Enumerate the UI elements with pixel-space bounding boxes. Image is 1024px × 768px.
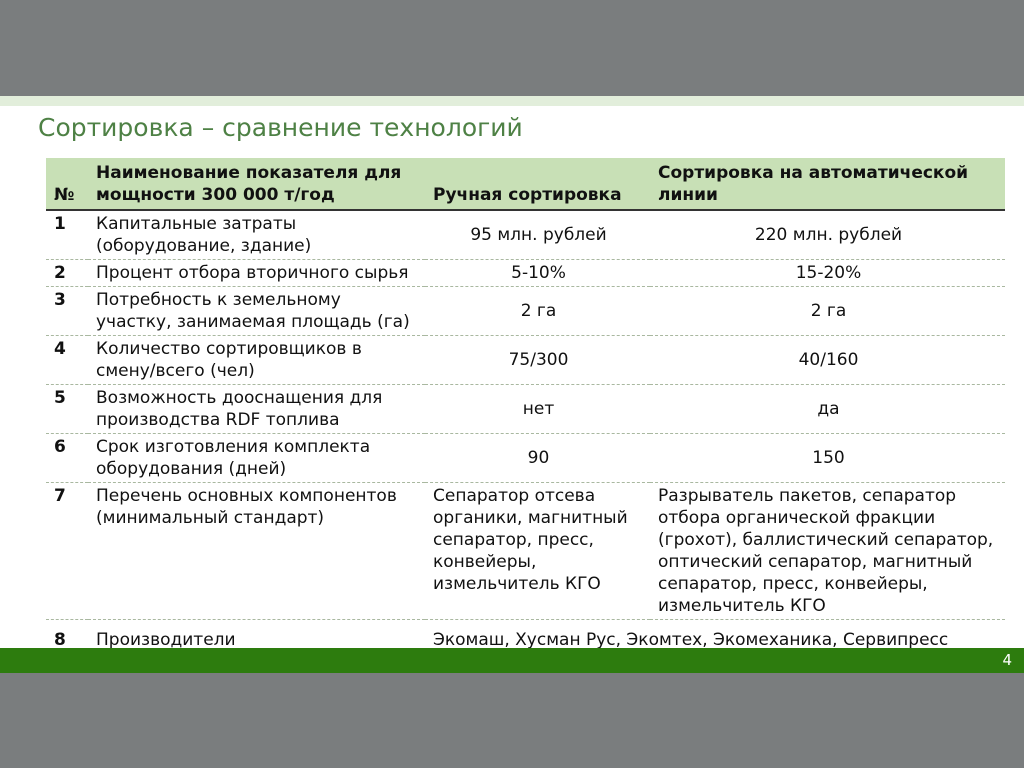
row-auto-value: 15-20% (795, 263, 862, 283)
row-indicator: Капитальные затраты (оборудование, здани… (96, 214, 312, 256)
row-indicator: Возможность дооснащения для производства… (96, 388, 383, 430)
row-manual-value: Сепаратор отсева органики, магнитный сеп… (433, 486, 628, 594)
slide-title: Сортировка – сравнение технологий (38, 113, 523, 142)
table-row: 6 Срок изготовления комплекта оборудован… (46, 434, 1005, 483)
row-combined-value: Экомаш, Хусман Рус, Экомтех, Экомеханика… (433, 630, 949, 650)
table-row: 2 Процент отбора вторичного сырья 5-10% … (46, 260, 1005, 287)
row-indicator: Процент отбора вторичного сырья (96, 263, 409, 283)
row-number: 8 (54, 630, 66, 650)
row-auto-value: 40/160 (798, 350, 859, 370)
table-row: 8 Производители Экомаш, Хусман Рус, Эком… (46, 620, 1005, 659)
row-number: 6 (54, 437, 66, 457)
row-manual-value: нет (522, 399, 555, 419)
row-auto-value: 220 млн. рублей (754, 225, 903, 245)
row-number: 4 (54, 339, 66, 359)
row-auto-value: да (817, 399, 840, 419)
row-indicator: Срок изготовления комплекта оборудования… (96, 437, 371, 479)
header-indicator: Наименование показателя для мощности 300… (88, 158, 425, 210)
header-manual-sorting: Ручная сортировка (425, 158, 650, 210)
row-auto-value: 150 (812, 448, 845, 468)
row-auto-value: Разрыватель пакетов, сепаратор отбора ор… (658, 486, 994, 616)
row-indicator: Количество сортировщиков в смену/всего (… (96, 339, 362, 381)
table-row: 5 Возможность дооснащения для производст… (46, 385, 1005, 434)
table-row: 4 Количество сортировщиков в смену/всего… (46, 336, 1005, 385)
table-row: 7 Перечень основных компонентов (минимал… (46, 483, 1005, 620)
row-manual-value: 5-10% (511, 263, 566, 283)
row-number: 5 (54, 388, 66, 408)
table-row: 1 Капитальные затраты (оборудование, зда… (46, 210, 1005, 260)
header-auto-sorting: Сортировка на автоматической линии (650, 158, 1005, 210)
row-number: 2 (54, 263, 66, 283)
row-manual-value: 95 млн. рублей (470, 225, 607, 245)
row-manual-value: 90 (527, 448, 550, 468)
bottom-gray-band (0, 673, 1024, 768)
row-number: 7 (54, 486, 66, 506)
row-indicator: Перечень основных компонентов (минимальн… (96, 486, 397, 528)
top-gray-band (0, 0, 1024, 96)
row-manual-value: 2 га (520, 301, 557, 321)
row-manual-value: 75/300 (508, 350, 569, 370)
comparison-table: № Наименование показателя для мощности 3… (46, 158, 1005, 659)
table-header-row: № Наименование показателя для мощности 3… (46, 158, 1005, 210)
row-auto-value: 2 га (810, 301, 847, 321)
row-indicator: Производители (96, 630, 236, 650)
table-row: 3 Потребность к земельному участку, зани… (46, 287, 1005, 336)
header-num: № (46, 158, 88, 210)
accent-strip (0, 96, 1024, 106)
row-indicator: Потребность к земельному участку, занима… (96, 290, 410, 332)
row-number: 3 (54, 290, 66, 310)
row-number: 1 (54, 214, 66, 234)
footer-bar: 4 (0, 648, 1024, 673)
page-number: 4 (1002, 651, 1012, 669)
